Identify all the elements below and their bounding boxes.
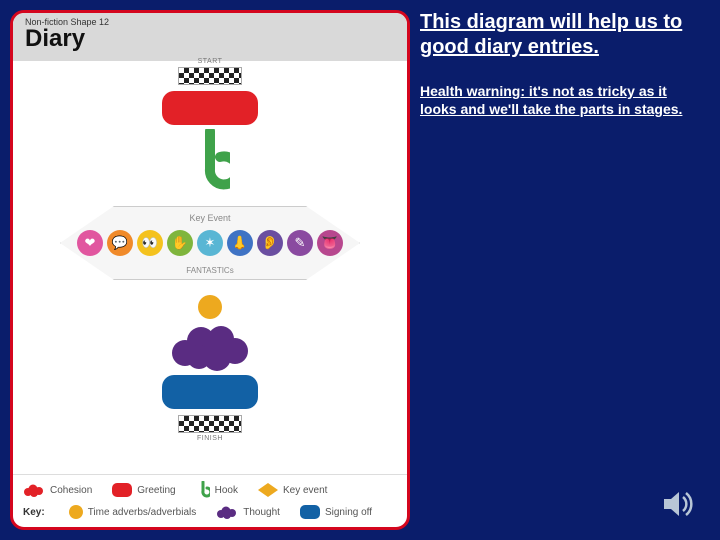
headline: This diagram will help us to good diary … — [420, 10, 706, 60]
legend-item: Key event — [258, 483, 327, 497]
fantastic-chip: ✋ — [167, 230, 193, 256]
fantastic-chip: 👃 — [227, 230, 253, 256]
text-panel: This diagram will help us to good diary … — [420, 10, 706, 118]
legend-item: Time adverbs/adverbials — [69, 505, 197, 519]
legend-label: Greeting — [137, 485, 175, 496]
fantastics-row: ❤💬👀✋✶👃👂✎👅 — [77, 230, 343, 256]
diagram-card: Non-fiction Shape 12 Diary START Key Eve… — [10, 10, 410, 530]
fantastic-chip: 👂 — [257, 230, 283, 256]
time-adverb-circle — [198, 295, 222, 319]
hook-shape — [190, 129, 230, 195]
fantastic-chip: ❤ — [77, 230, 103, 256]
card-header: Non-fiction Shape 12 Diary — [13, 13, 407, 61]
fantastic-chip: 💬 — [107, 230, 133, 256]
speaker-icon[interactable] — [660, 486, 696, 522]
diamond-bg: Key Event FANTASTICs ❤💬👀✋✶👃👂✎👅 — [60, 206, 360, 280]
legend-label: Thought — [243, 507, 280, 518]
diamond-subtitle: FANTASTICs — [186, 266, 233, 275]
legend-label: Hook — [215, 485, 238, 496]
finish-label: FINISH — [197, 435, 223, 442]
subtext: Health warning: it's not as tricky as it… — [420, 82, 706, 118]
legend-item: Greeting — [112, 483, 175, 497]
legend-key-label: Key: — [23, 507, 45, 518]
legend-item: Thought — [216, 505, 280, 519]
legend-item: Hook — [196, 481, 238, 499]
signing-off-block — [162, 375, 258, 409]
fantastic-chip: ✎ — [287, 230, 313, 256]
legend: Cohesion Greeting Hook Key event Key: Time a… — [13, 474, 407, 527]
fantastic-chip: ✶ — [197, 230, 223, 256]
diagram-area: START Key Event FANTASTICs ❤💬👀✋✶👃👂✎👅 — [13, 61, 407, 456]
legend-item: Cohesion — [23, 483, 92, 497]
legend-item: Signing off — [300, 505, 372, 519]
fantastic-chip: 👅 — [317, 230, 343, 256]
thought-cloud — [167, 323, 253, 371]
start-label: START — [198, 58, 223, 65]
diamond-title: Key Event — [189, 213, 230, 223]
legend-label: Time adverbs/adverbials — [88, 507, 197, 518]
legend-label: Signing off — [325, 507, 372, 518]
start-flag: START — [178, 67, 242, 85]
legend-row-1: Cohesion Greeting Hook Key event — [23, 481, 397, 499]
legend-label: Cohesion — [50, 485, 92, 496]
finish-flag: FINISH — [178, 415, 242, 433]
key-event-diamond: Key Event FANTASTICs ❤💬👀✋✶👃👂✎👅 — [30, 195, 390, 291]
legend-label: Key event — [283, 485, 327, 496]
card-title: Diary — [25, 27, 395, 51]
legend-row-2: Key: Time adverbs/adverbials Thought Signin… — [23, 505, 397, 519]
greeting-block — [162, 91, 258, 125]
fantastic-chip: 👀 — [137, 230, 163, 256]
